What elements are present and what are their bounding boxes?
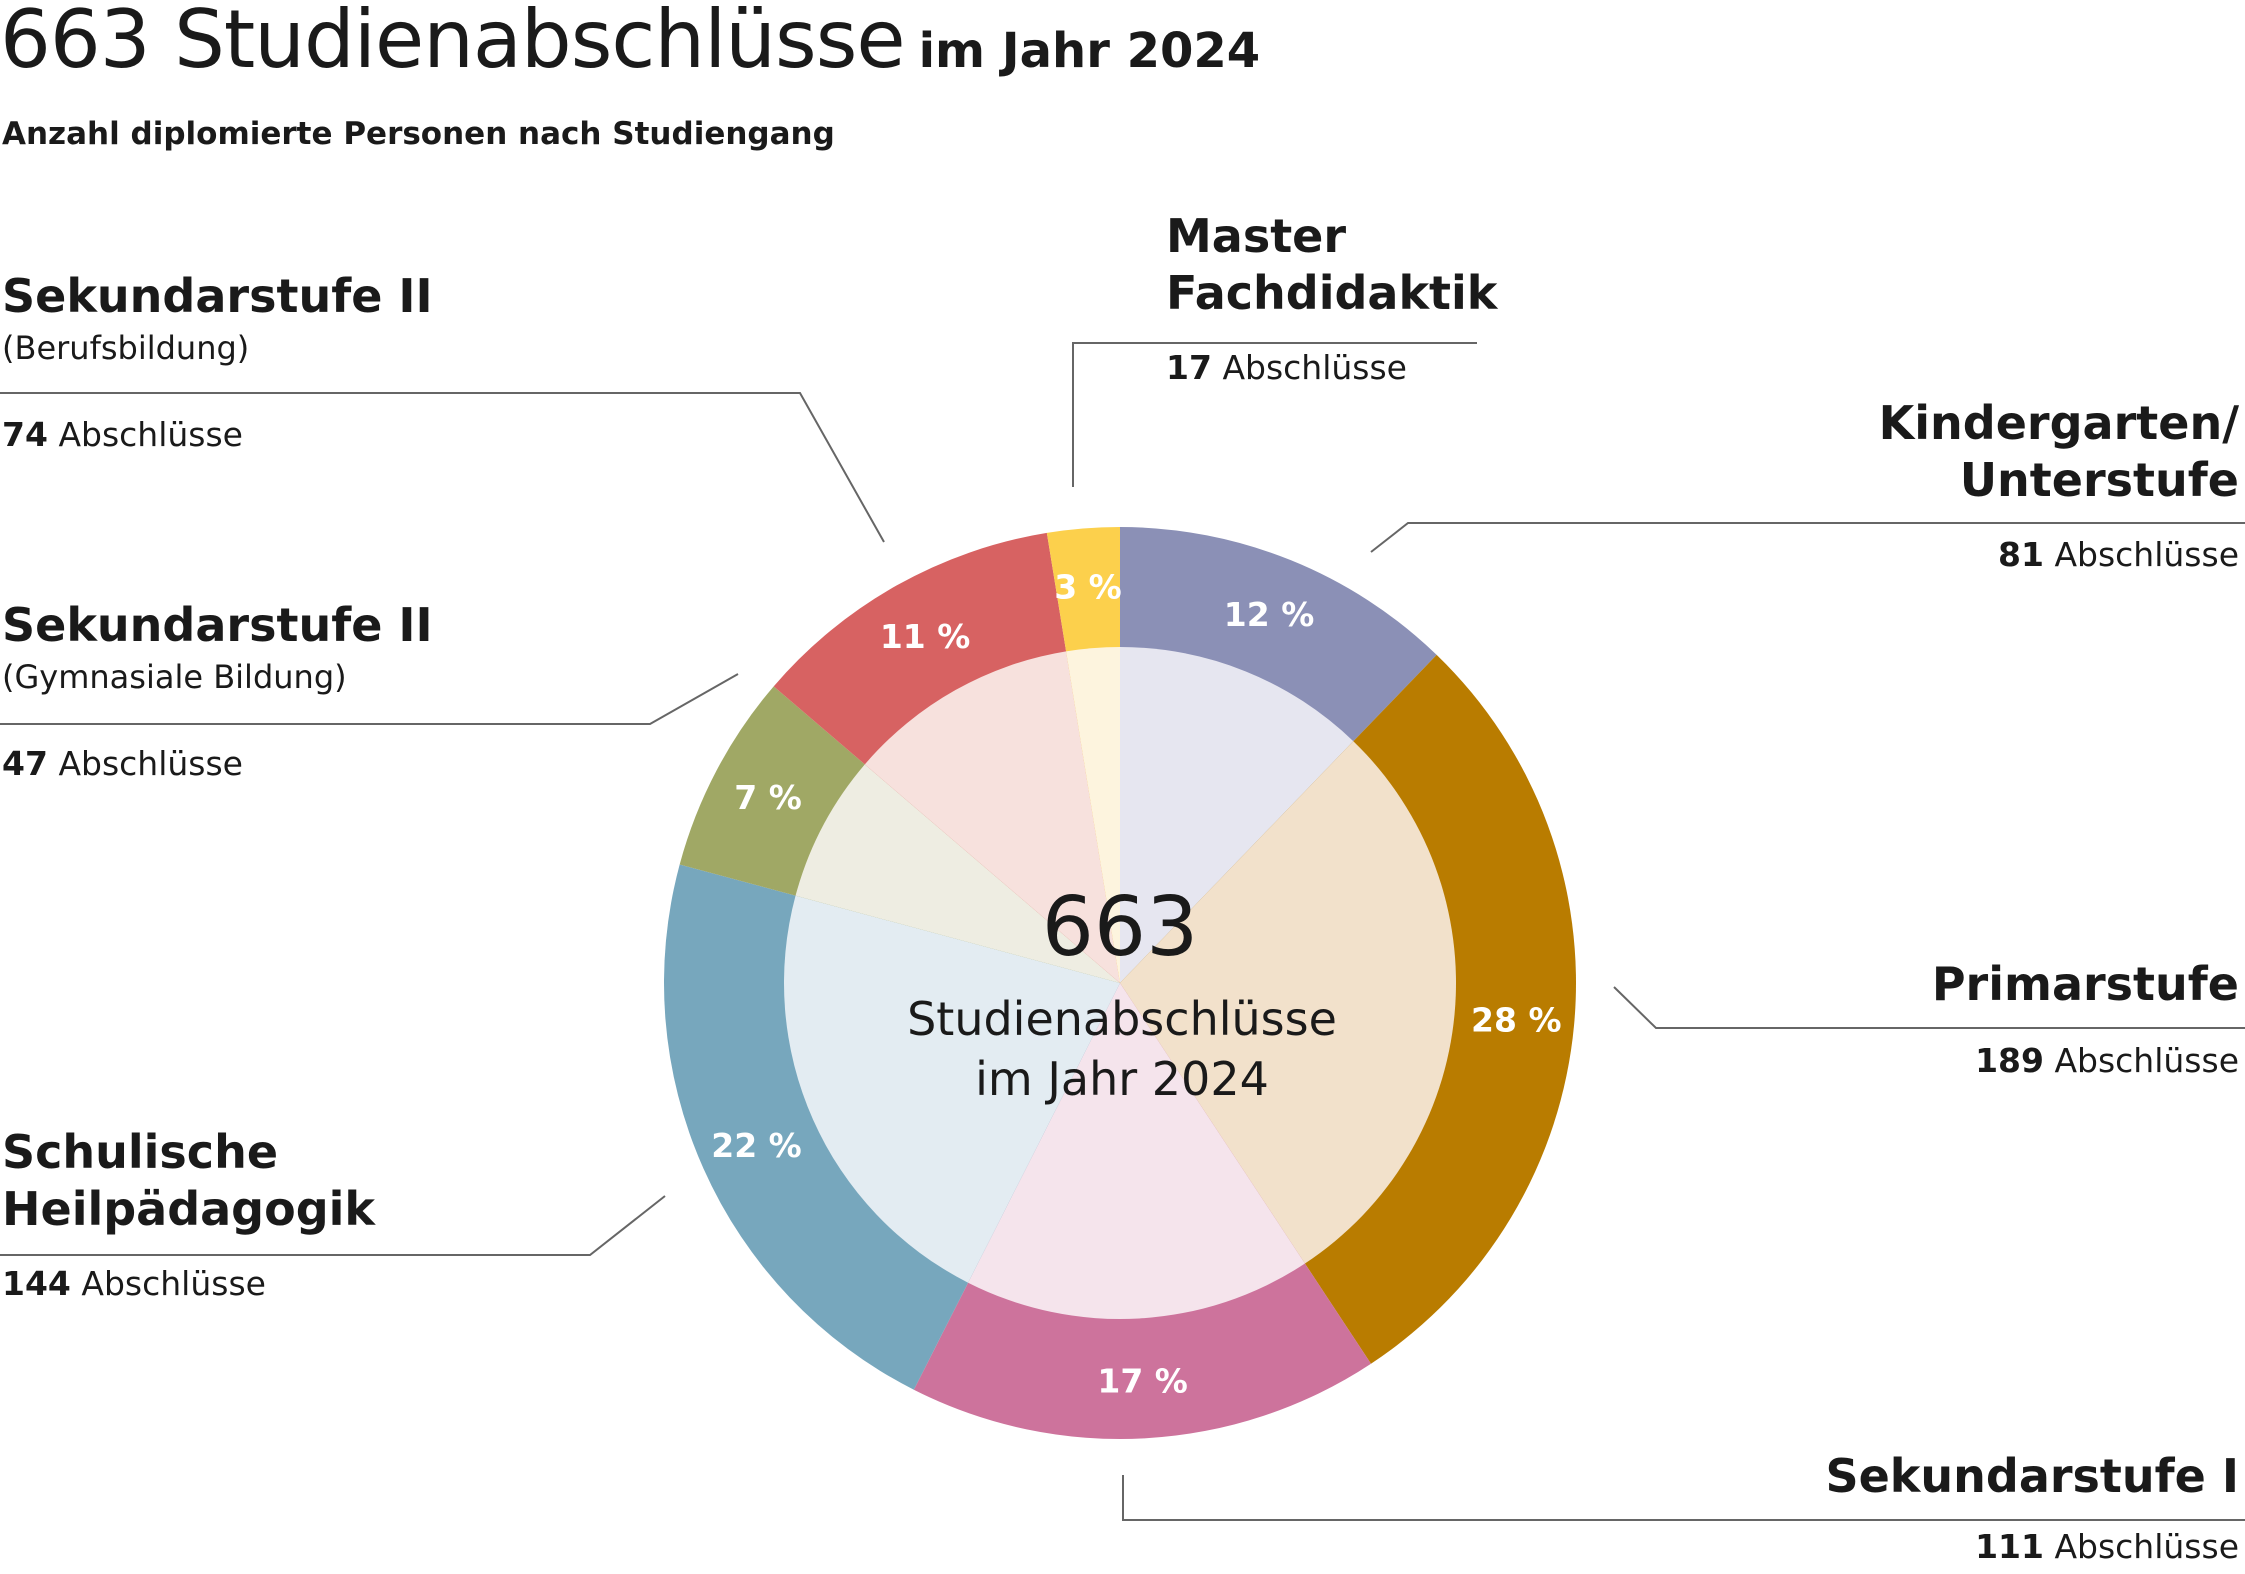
label-sek2-beruf-unit: Abschlüsse [58,415,243,454]
label-sek1-name: Sekundarstufe I [1825,1449,2239,1503]
leader-master [1072,342,1477,487]
page-title: 663 Studienabschlüsse im Jahr 2024 [0,0,1260,80]
label-master: Master Fachdidaktik 17 Abschlüsse [1166,208,1497,388]
leader-heil [0,1195,666,1256]
label-kiga-name2: Unterstufe [1959,453,2239,507]
page-subtitle: Anzahl diplomierte Personen nach Studien… [2,116,835,152]
leader-lines [0,342,2245,1521]
label-prim: Primarstufe 189 Abschlüsse [1932,956,2239,1081]
label-heil-count: 144 [2,1264,71,1303]
wedge-inner-master [1066,647,1120,983]
label-sek2-beruf-sub: (Berufsbildung) [2,329,250,367]
center-value: 663 [1042,880,1199,975]
label-sek1-count: 111 [1975,1527,2044,1566]
wedge-inner-heil [784,895,1120,1283]
pct-label-master: 3 % [1054,567,1122,606]
label-master-name2: Fachdidaktik [1166,266,1498,320]
label-sek1: Sekundarstufe I 111 Abschlüsse [1825,1448,2239,1567]
label-kiga: Kindergarten/ Unterstufe 81 Abschlüsse [1879,395,2239,575]
wedge-inner-sek2_gym [795,764,1120,983]
pct-label-sek2_beruf: 11 % [880,617,970,656]
pct-label-heil: 22 % [711,1126,801,1165]
label-sek2-gym-unit: Abschlüsse [58,744,243,783]
label-kiga-count: 81 [1998,535,2044,574]
leader-sek2-gym [0,673,739,725]
wedge-inner-sek2_beruf [864,651,1120,983]
label-master-unit: Abschlüsse [1222,348,1407,387]
label-kiga-unit: Abschlüsse [2054,535,2239,574]
label-prim-name: Primarstufe [1931,957,2239,1011]
label-master-count: 17 [1166,348,1212,387]
title-main: 663 Studienabschlüsse [0,0,906,86]
pct-label-sek2_gym: 7 % [734,778,802,817]
label-heil-name2: Heilpädagogik [2,1182,375,1236]
label-heil-name1: Schulische [2,1125,279,1179]
pct-label-prim: 28 % [1471,1001,1561,1040]
pct-label-kiga: 12 % [1224,595,1314,634]
title-suffix: im Jahr 2024 [918,23,1261,79]
label-heil-unit: Abschlüsse [81,1264,266,1303]
wedge-inner-kiga [1120,647,1354,983]
center-line2: im Jahr 2024 [975,1052,1269,1106]
chart-wedges [664,527,1577,1439]
label-sek2-beruf: Sekundarstufe II (Berufsbildung) 74 Absc… [2,268,433,455]
wedge-inner-prim [1120,741,1456,1264]
leader-kiga [1370,522,2245,553]
leader-prim [1613,986,2245,1029]
label-prim-count: 189 [1975,1041,2044,1080]
label-sek2-gym-count: 47 [2,744,48,783]
label-master-name1: Master [1166,209,1347,263]
label-sek2-gym-sub: (Gymnasiale Bildung) [2,658,347,696]
wedge-inner-sek1 [968,983,1305,1319]
leader-sek2-beruf [0,392,885,543]
label-kiga-name1: Kindergarten/ [1878,396,2239,450]
pct-label-sek1: 17 % [1097,1361,1187,1400]
label-prim-unit: Abschlüsse [2054,1041,2239,1080]
leader-sek1 [1122,1475,2245,1521]
label-heil: Schulische Heilpädagogik 144 Abschlüsse [2,1124,375,1304]
label-sek2-beruf-name: Sekundarstufe II [2,269,433,323]
label-sek1-unit: Abschlüsse [2054,1527,2239,1566]
label-sek2-gym-name: Sekundarstufe II [2,598,433,652]
label-sek2-beruf-count: 74 [2,415,48,454]
percent-labels: 12 % 28 % 17 % 22 % 7 % 11 % 3 % [711,567,1561,1400]
center-line1: Studienabschlüsse [907,992,1337,1046]
label-sek2-gym: Sekundarstufe II (Gymnasiale Bildung) 47… [2,597,433,784]
